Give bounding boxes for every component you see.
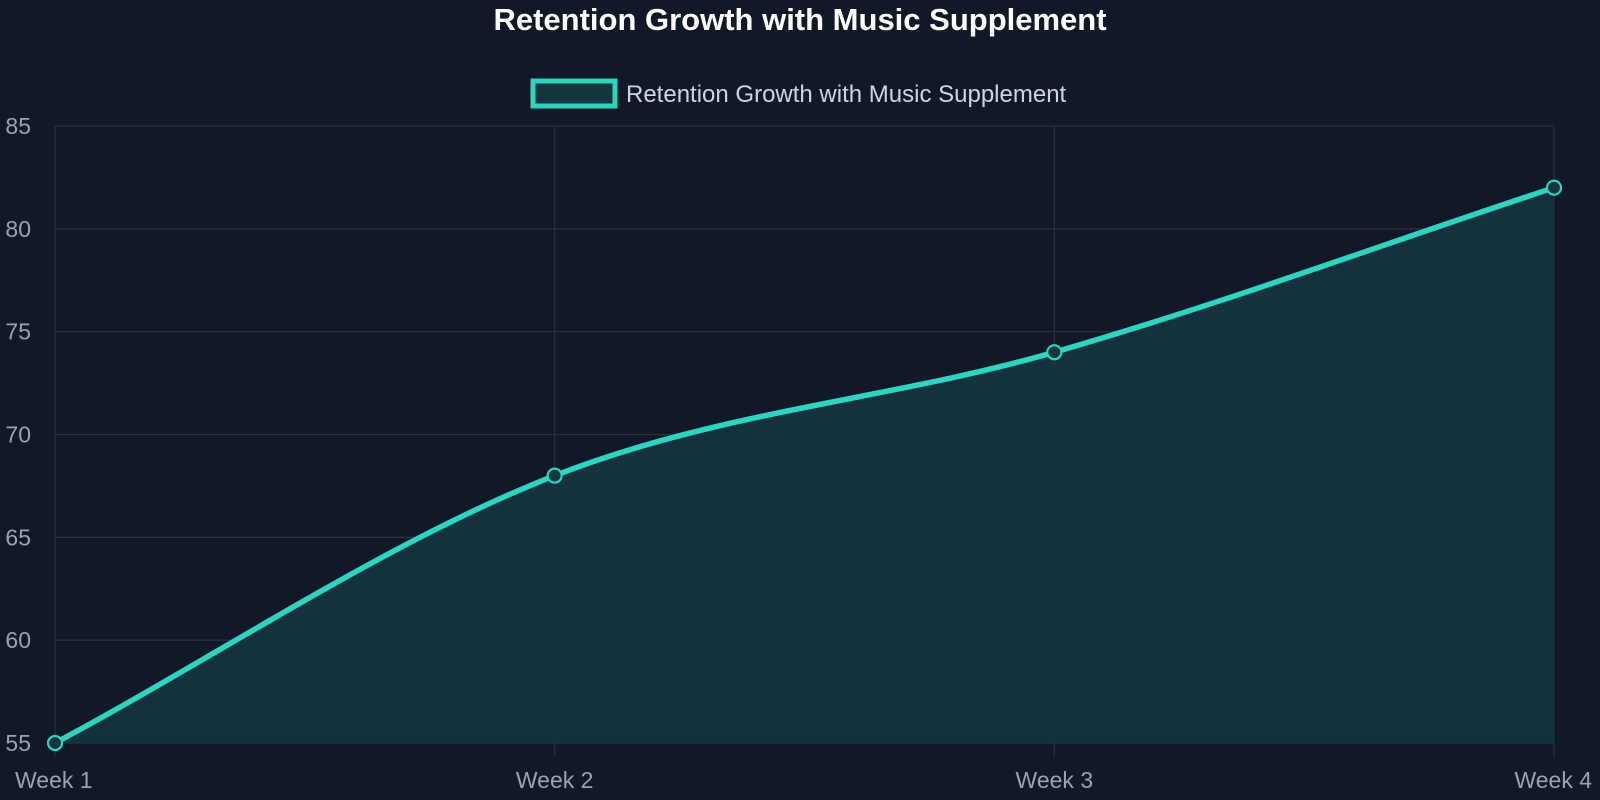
series-line-group: [52, 184, 1557, 746]
series-area-fill: [55, 187, 1554, 743]
data-point[interactable]: [1545, 179, 1563, 196]
y-tick-label: 65: [5, 524, 31, 550]
data-point[interactable]: [46, 734, 64, 752]
series-line: [52, 184, 1557, 746]
legend[interactable]: Retention Growth with Music Supplement: [530, 78, 1067, 109]
y-tick-label: 80: [5, 216, 31, 242]
y-tick-label: 55: [5, 730, 31, 756]
data-points: [46, 179, 1563, 752]
y-tick-label: 75: [5, 319, 31, 345]
x-tick-label: Week 3: [1016, 767, 1094, 793]
data-point[interactable]: [1046, 344, 1063, 361]
legend-label: Retention Growth with Music Supplement: [626, 81, 1067, 108]
x-tick-label: Week 4: [1514, 767, 1592, 793]
x-tick-label: Week 2: [516, 767, 594, 793]
y-tick-label: 85: [5, 113, 31, 139]
series-area: [55, 187, 1554, 743]
y-axis: 55 60 65 70 75 80 85: [5, 113, 31, 756]
chart-title: Retention Growth with Music Supplement: [493, 2, 1106, 37]
y-tick-label: 60: [5, 627, 31, 653]
data-point[interactable]: [546, 467, 563, 484]
legend-swatch: [530, 78, 618, 109]
y-tick-label: 70: [5, 422, 31, 448]
x-axis: Week 1 Week 2 Week 3 Week 4: [15, 767, 1592, 793]
x-tick-label: Week 1: [15, 767, 93, 793]
